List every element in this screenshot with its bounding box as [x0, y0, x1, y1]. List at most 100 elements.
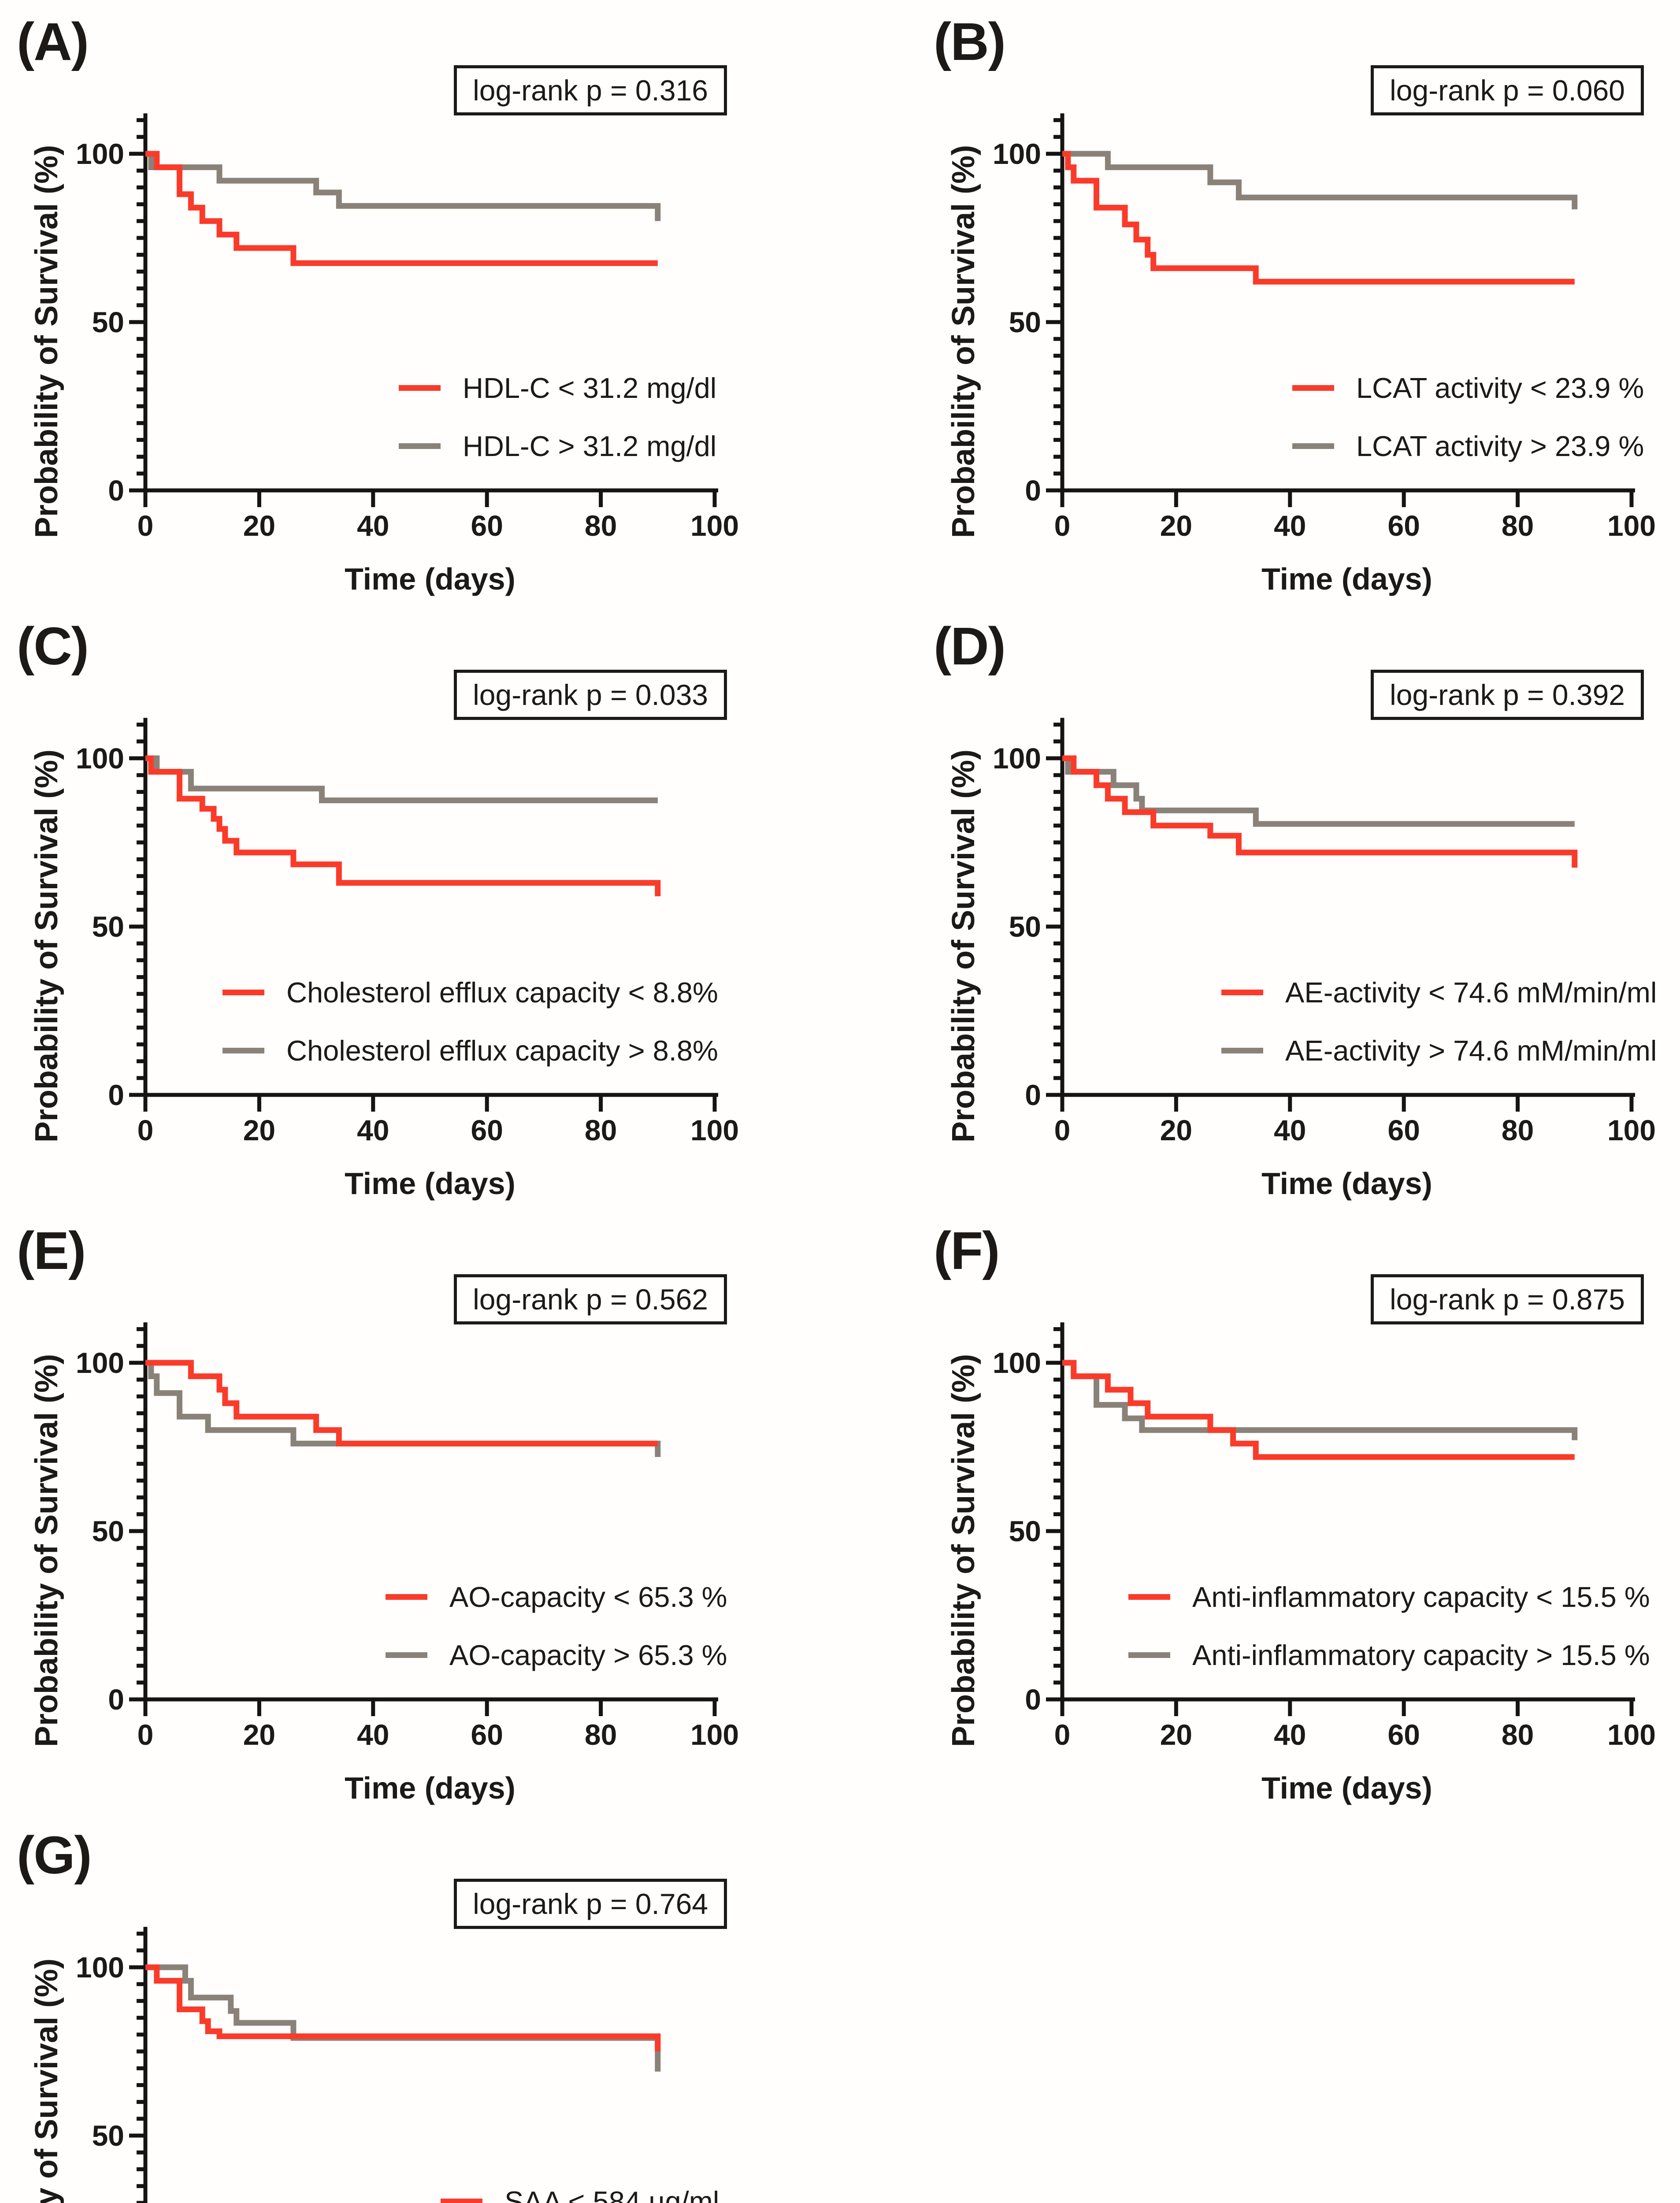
x-tick-label: 20 [1160, 1718, 1192, 1751]
panel-a: 0 50 100 0 20 40 60 80 100 Time (days) Probability… [0, 0, 840, 605]
legend-label: HDL-C > 31.2 mg/dl [463, 430, 717, 462]
x-axis-title: Time (days) [345, 562, 515, 596]
x-tick-label: 60 [471, 509, 503, 542]
x-tick-label: 20 [1160, 509, 1192, 542]
legend-label: AO-capacity < 65.3 % [449, 1580, 727, 1613]
x-tick-label: 80 [585, 1718, 617, 1751]
km-curve-gray [145, 151, 661, 221]
x-tick-label: 40 [357, 1718, 389, 1751]
gray-line-swatch [386, 1652, 427, 1658]
x-tick-label: 100 [1607, 1114, 1656, 1146]
red-line-swatch [1128, 1594, 1170, 1600]
legend-label: LCAT activity > 23.9 % [1356, 430, 1644, 462]
logrank-pvalue-box: log-rank p = 0.316 [454, 65, 727, 115]
x-axis-title: Time (days) [1261, 562, 1432, 596]
km-curve-gray [1062, 755, 1575, 827]
legend: HDL-C < 31.2 mg/dl HDL-C > 31.2 mg/dl [399, 369, 716, 464]
panel-c: 0 50 100 0 20 40 60 80 100 Time (days) Probability… [0, 605, 840, 1209]
logrank-pvalue-box: log-rank p = 0.392 [1371, 670, 1644, 720]
km-curve-gray [145, 1360, 661, 1457]
legend: AO-capacity < 65.3 % AO-capacity > 65.3 … [386, 1578, 727, 1673]
y-tick-label: 100 [76, 1346, 124, 1379]
legend: AE-activity < 74.6 mM/min/ml AE-activity… [1221, 974, 1657, 1069]
legend-label: Cholesterol efflux capacity > 8.8% [286, 1034, 718, 1067]
x-tick-label: 40 [1274, 1718, 1306, 1751]
km-curve-gray [145, 755, 658, 803]
x-tick-label: 60 [471, 1114, 503, 1146]
x-tick-label: 0 [1054, 509, 1071, 542]
x-axis-title: Time (days) [345, 1166, 515, 1201]
x-tick-label: 100 [1607, 1718, 1656, 1751]
y-tick-label: 100 [76, 742, 124, 775]
legend-label: AE-activity < 74.6 mM/min/ml [1285, 976, 1657, 1009]
legend-item: HDL-C > 31.2 mg/dl [399, 427, 716, 464]
y-tick-label: 100 [993, 137, 1041, 170]
x-tick-label: 100 [690, 1114, 739, 1146]
x-tick-label: 40 [1274, 1114, 1306, 1146]
x-axis-title: Time (days) [345, 1771, 515, 1805]
x-tick-label: 20 [243, 1114, 275, 1146]
panel-letter: (C) [17, 616, 89, 676]
gray-line-swatch [1128, 1652, 1170, 1658]
legend-item: AE-activity > 74.6 mM/min/ml [1221, 1032, 1657, 1069]
panel-letter: (B) [934, 11, 1006, 71]
legend-item: Cholesterol efflux capacity < 8.8% [223, 974, 718, 1011]
km-plot-c: 0 50 100 0 20 40 60 80 100 Time (days) Probability… [29, 718, 739, 1201]
km-plot-a: 0 50 100 0 20 40 60 80 100 Time (days) Probability… [29, 113, 739, 596]
y-tick-label: 50 [1009, 306, 1041, 338]
x-tick-label: 60 [1387, 509, 1420, 542]
legend-item: Anti-inflammatory capacity < 15.5 % [1128, 1578, 1650, 1615]
x-tick-label: 80 [585, 509, 617, 542]
km-plot-f: 0 50 100 0 20 40 60 80 100 Time (days) Probability… [946, 1322, 1656, 1805]
legend-item: SAA < 584 µg/ml [441, 2183, 719, 2203]
y-tick-label: 0 [108, 1683, 124, 1716]
y-tick-label: 50 [1009, 910, 1041, 943]
y-tick-label: 50 [92, 2119, 124, 2152]
legend-label: HDL-C < 31.2 mg/dl [463, 371, 717, 404]
x-tick-label: 80 [1502, 509, 1534, 542]
km-curve-red [145, 1964, 661, 2051]
legend-item: HDL-C < 31.2 mg/dl [399, 369, 716, 406]
legend-item: AE-activity < 74.6 mM/min/ml [1221, 974, 1657, 1011]
km-plot-d: 0 50 100 0 20 40 60 80 100 Time (days) Probability… [946, 718, 1656, 1201]
red-line-swatch [223, 989, 264, 995]
red-line-swatch [399, 385, 441, 391]
x-tick-label: 0 [137, 509, 154, 542]
y-axis-title: Probability of Survival (%) [29, 749, 64, 1142]
y-axis-title: Probability of Survival (%) [29, 1958, 64, 2203]
x-tick-label: 40 [1274, 509, 1306, 542]
legend-label: SAA < 584 µg/ml [504, 2185, 719, 2203]
x-tick-label: 0 [137, 1718, 154, 1751]
legend: LCAT activity < 23.9 % LCAT activity > 2… [1292, 369, 1644, 464]
panel-letter: (G) [17, 1825, 92, 1885]
y-tick-label: 100 [993, 742, 1041, 775]
x-axis-title: Time (days) [1261, 1166, 1432, 1201]
km-curve-gray [145, 1964, 661, 2072]
km-plot-b: 0 50 100 0 20 40 60 80 100 Time (days) Probability… [946, 113, 1656, 596]
red-line-swatch [386, 1594, 427, 1600]
y-tick-label: 0 [108, 474, 124, 507]
logrank-pvalue-box: log-rank p = 0.060 [1371, 65, 1644, 115]
x-tick-label: 100 [690, 509, 739, 542]
y-tick-label: 50 [1009, 1515, 1041, 1547]
y-axis-title: Probability of Survival (%) [946, 749, 981, 1142]
logrank-pvalue-box: log-rank p = 0.033 [454, 670, 727, 720]
gray-line-swatch [223, 1047, 264, 1053]
km-curve-red [145, 755, 661, 897]
x-tick-label: 0 [137, 1114, 154, 1146]
x-tick-label: 100 [1607, 509, 1656, 542]
x-tick-label: 0 [1054, 1718, 1071, 1751]
x-tick-label: 60 [1387, 1114, 1420, 1146]
x-tick-label: 40 [357, 1114, 389, 1146]
panel-letter: (A) [17, 11, 89, 71]
logrank-pvalue-box: log-rank p = 0.875 [1371, 1274, 1644, 1324]
y-tick-label: 100 [76, 137, 124, 170]
legend-label: Cholesterol efflux capacity < 8.8% [286, 976, 718, 1009]
legend: SAA < 584 µg/ml SAA > 584 µg/ml [441, 2183, 719, 2203]
legend-item: AO-capacity > 65.3 % [386, 1636, 727, 1673]
y-tick-label: 0 [108, 1079, 124, 1111]
x-tick-label: 40 [357, 509, 389, 542]
legend-item: AO-capacity < 65.3 % [386, 1578, 727, 1615]
y-axis-title: Probability of Survival (%) [29, 1354, 64, 1747]
